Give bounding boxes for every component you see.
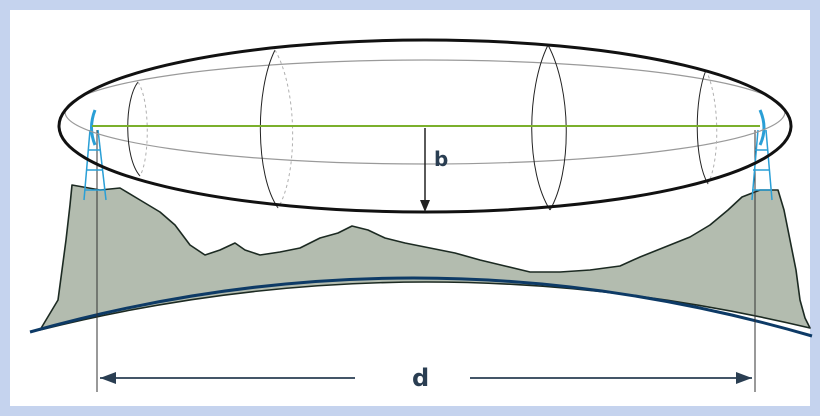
right-antenna-tower — [751, 109, 773, 201]
distance-label: d — [412, 364, 429, 392]
left-antenna-tower — [83, 109, 107, 201]
terrain-profile — [39, 184, 811, 331]
distance-arrowhead-right — [736, 372, 752, 384]
fresnel-cross-sections — [127, 44, 718, 211]
earth-curvature-line — [29, 276, 813, 338]
clearance-label: b — [434, 147, 448, 171]
distance-arrowhead-left — [100, 372, 116, 384]
clearance-arrowhead — [420, 200, 430, 212]
